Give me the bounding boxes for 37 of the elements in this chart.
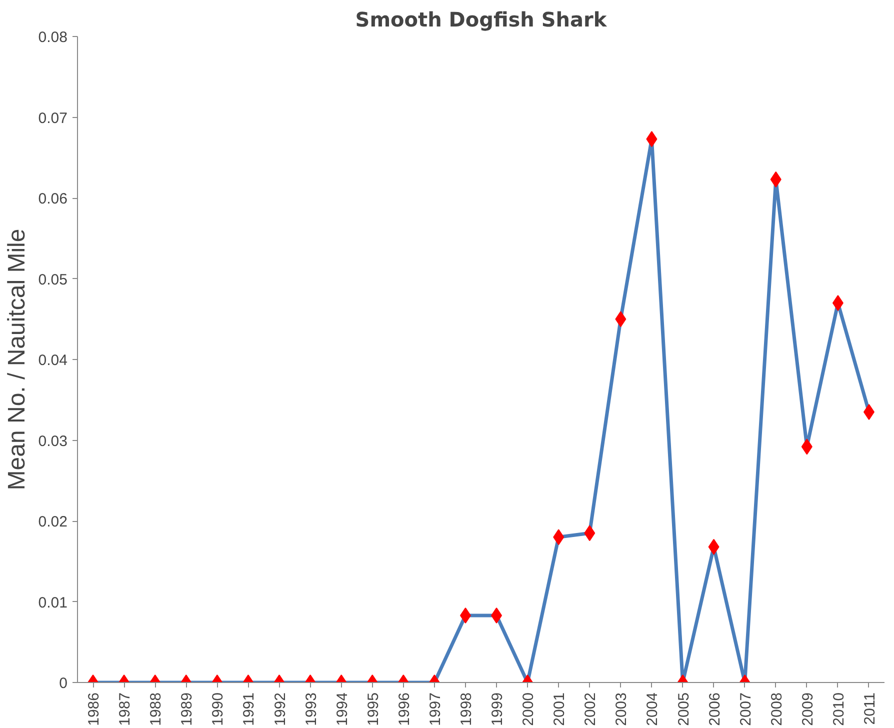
x-tick-label: 2010 bbox=[830, 692, 848, 726]
x-tick-label: 2004 bbox=[644, 692, 662, 726]
x-tick-label: 1994 bbox=[334, 692, 351, 726]
x-tick-label: 2008 bbox=[768, 692, 786, 726]
x-tick-label: 1990 bbox=[210, 692, 227, 726]
x-tick-label: 2001 bbox=[551, 692, 568, 726]
x-tick-label: 1989 bbox=[178, 692, 196, 726]
x-tick-label: 2000 bbox=[520, 692, 538, 726]
y-tick-label: 0.04 bbox=[38, 352, 68, 369]
x-tick-label: 2006 bbox=[706, 692, 724, 726]
x-tick-label: 2011 bbox=[861, 692, 878, 725]
chart-title: Smooth Dogfish Shark bbox=[355, 8, 608, 32]
x-tick-label: 1996 bbox=[396, 692, 413, 726]
x-tick-label: 1997 bbox=[426, 692, 444, 726]
x-tick-label: 1999 bbox=[489, 692, 506, 726]
x-tick-label: 1998 bbox=[458, 692, 475, 726]
x-tick-label: 1987 bbox=[116, 692, 134, 726]
x-tick-label: 2007 bbox=[737, 692, 754, 726]
y-tick-label: 0.01 bbox=[38, 594, 68, 612]
y-tick-label: 0 bbox=[59, 675, 68, 692]
x-tick-label: 1986 bbox=[86, 692, 103, 726]
x-tick-label: 1995 bbox=[364, 692, 382, 726]
y-tick-label: 0.05 bbox=[38, 271, 68, 288]
y-tick-label: 0.06 bbox=[38, 190, 68, 208]
y-axis-title: Mean No. / Nauitcal Mile bbox=[3, 228, 30, 490]
y-tick-label: 0.03 bbox=[38, 432, 68, 450]
y-tick-label: 0.08 bbox=[38, 29, 68, 46]
x-tick-label: 2005 bbox=[675, 692, 692, 726]
x-tick-label: 1992 bbox=[272, 692, 289, 726]
x-tick-label: 2002 bbox=[582, 692, 600, 726]
x-tick-label: 2009 bbox=[799, 692, 816, 726]
x-tick-label: 1991 bbox=[240, 692, 258, 726]
y-tick-label: 0.07 bbox=[38, 110, 68, 127]
x-tick-label: 2003 bbox=[613, 692, 630, 726]
x-tick-label: 1988 bbox=[148, 692, 165, 726]
y-tick-label: 0.02 bbox=[38, 514, 68, 530]
x-tick-label: 1993 bbox=[302, 692, 320, 726]
